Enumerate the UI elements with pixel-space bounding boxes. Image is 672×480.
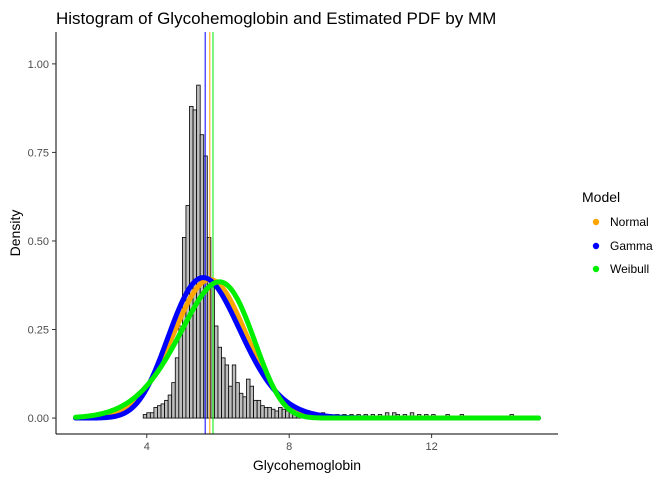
axes: 4 8 12 0.00 0.25 0.50 0.75 1.00 [28,32,558,453]
histogram-bar [263,407,269,419]
histogram-bar [214,325,219,419]
histogram-bar [217,346,222,419]
histogram-bar [228,385,233,419]
legend-label-weibull: Weibull [610,262,649,276]
legend-label-normal: Normal [610,215,649,229]
histogram-bar [235,382,240,419]
histogram-bar [174,357,180,419]
histogram-bar [160,403,165,419]
x-tick-label: 4 [144,441,150,453]
histogram-bars [142,84,514,419]
histogram-bar [206,237,212,419]
histogram-bar [167,394,173,419]
legend-key-gamma [592,242,600,250]
histogram-bar [164,399,169,419]
histogram-bar [249,385,254,419]
histogram-bar [149,412,155,419]
legend-key-normal [592,218,600,226]
histogram-bar [221,357,226,419]
histogram-bar [157,405,162,419]
plot-area [73,32,541,434]
histogram-bar [238,392,244,419]
histogram-bar [278,407,283,419]
x-tick-label: 12 [425,441,437,453]
y-tick-label: 0.25 [28,325,49,337]
legend-label-gamma: Gamma [610,239,653,253]
legend-title: Model [582,189,620,205]
y-axis-title: Density [7,210,23,257]
histogram-bar [142,414,148,419]
y-tick-label: 0.50 [28,236,49,248]
histogram-bar [192,109,198,419]
histogram-bar [246,378,251,419]
histogram-bar [253,399,258,419]
histogram-bar [256,399,262,419]
y-tick-label: 0.00 [28,413,49,425]
pdf-curves [73,275,541,421]
histogram-bar [196,84,201,419]
pdf-curve-weibull [73,279,541,421]
legend-item-gamma: Gamma [592,239,653,253]
histogram-bar [189,105,194,419]
histogram-bar [242,396,247,419]
pdf-curve-normal [73,277,541,421]
legend: Model Normal Gamma Weibull [582,189,653,276]
histogram-bar [146,412,151,419]
histogram-bar [231,364,237,419]
legend-item-weibull: Weibull [592,262,649,276]
histogram-bar [153,407,158,419]
x-axis-title: Glycohemoglobin [253,457,361,473]
legend-item-normal: Normal [592,215,649,229]
histogram-bar [224,364,230,419]
histogram-bar [281,408,287,419]
legend-key-weibull [592,265,600,273]
histogram-bar [260,405,265,419]
histogram-bar [171,382,176,419]
y-tick-label: 0.75 [28,147,49,159]
x-axis-ticks: 4 8 12 [144,434,438,453]
x-tick-label: 8 [286,441,292,453]
histogram-bar [274,410,279,419]
chart-title: Histogram of Glycohemoglobin and Estimat… [56,9,496,28]
histogram-bar [270,408,276,419]
y-axis-ticks: 0.00 0.25 0.50 0.75 1.00 [28,59,56,425]
y-tick-label: 1.00 [28,59,49,71]
histogram-bar [267,407,272,419]
mean-lines [204,32,214,434]
pdf-curve-gamma [73,275,541,421]
